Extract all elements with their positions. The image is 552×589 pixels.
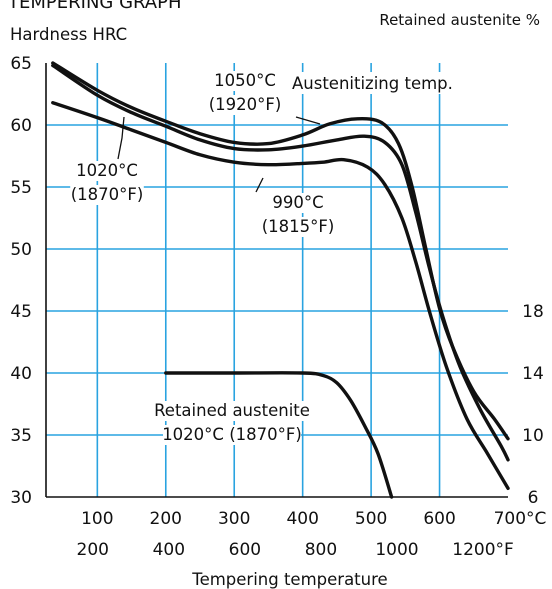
- x-secondary-tick-label: 400: [153, 540, 185, 560]
- x-secondary-tick-label: 800: [305, 540, 337, 560]
- label-990c: 990°C: [272, 193, 323, 212]
- x-tick-label: 300: [218, 509, 250, 529]
- label-1050c-bg: [217, 71, 273, 91]
- leader-1050c: [295, 116, 321, 125]
- y-tick-label: 35: [10, 426, 32, 446]
- x-tick-label: 400: [286, 509, 318, 529]
- x-secondary-tick-label: 1000: [375, 540, 418, 560]
- axes: [45, 63, 508, 498]
- leader-1020c: [117, 116, 125, 160]
- x-axis-title: Tempering temperature: [191, 570, 387, 589]
- curves: [51, 61, 510, 499]
- legend-title: Austenitizing temp.: [292, 74, 453, 93]
- label-retained-austenite: 1020°C (1870°F): [162, 425, 302, 444]
- leader-990c: [255, 177, 264, 193]
- x-tick-label: 700°C: [494, 509, 547, 529]
- y-tick-label: 55: [10, 178, 32, 198]
- curve-990c: [51, 101, 510, 490]
- x-tick-label: 500: [355, 509, 387, 529]
- y-tick-label: 40: [10, 364, 32, 384]
- x-secondary-tick-label: 600: [229, 540, 261, 560]
- y-tick-label: 30: [10, 488, 32, 508]
- curve-retained-austenite: [164, 371, 394, 499]
- y-right-tick-label: 14: [522, 364, 544, 384]
- label-retained-austenite-bg: [163, 425, 301, 445]
- label-retained-austenite-bg: [149, 401, 315, 421]
- x-tick-label: 200: [150, 509, 182, 529]
- label-1050c: 1050°C: [214, 71, 276, 90]
- label-1020c: 1020°C: [76, 161, 138, 180]
- tick-labels: 30 35 40 45 50 55 60 65 6 10 14 18 100 200 300 400 500 60…: [10, 54, 546, 560]
- y-tick-label: 50: [10, 240, 32, 260]
- legend-title-bg: [290, 72, 458, 94]
- label-retained-austenite: Retained austenite: [154, 401, 310, 420]
- curve-labels: Austenitizing temp. 1050°C (1920°F) 1020°C (…: [70, 71, 458, 445]
- label-990c-bg: [261, 217, 335, 237]
- curve-1020c: [51, 63, 510, 462]
- x-tick-label: 600: [423, 509, 455, 529]
- y-right-tick-label: 18: [522, 302, 544, 322]
- label-990c: (1815°F): [262, 217, 335, 236]
- y-tick-label: 45: [10, 302, 32, 322]
- y-right-tick-label: 6: [528, 488, 539, 508]
- x-secondary-tick-label: 1200°F: [452, 540, 514, 560]
- label-1050c-bg: [208, 95, 282, 115]
- chart-title-truncated: TEMPERING GRAPH: [7, 0, 182, 13]
- y-tick-label: 65: [10, 54, 32, 74]
- hardness-axis-title: Hardness HRC: [10, 25, 127, 44]
- label-1020c: (1870°F): [71, 185, 144, 204]
- y-right-tick-label: 10: [522, 426, 544, 446]
- x-tick-label: 100: [81, 509, 113, 529]
- retained-austenite-axis-title: Retained austenite %: [379, 11, 540, 29]
- x-secondary-tick-label: 200: [77, 540, 109, 560]
- label-1050c: (1920°F): [209, 95, 282, 114]
- label-1020c-bg: [70, 185, 144, 205]
- y-tick-label: 60: [10, 116, 32, 136]
- label-990c-bg: [275, 193, 321, 213]
- label-1020c-bg: [79, 161, 135, 181]
